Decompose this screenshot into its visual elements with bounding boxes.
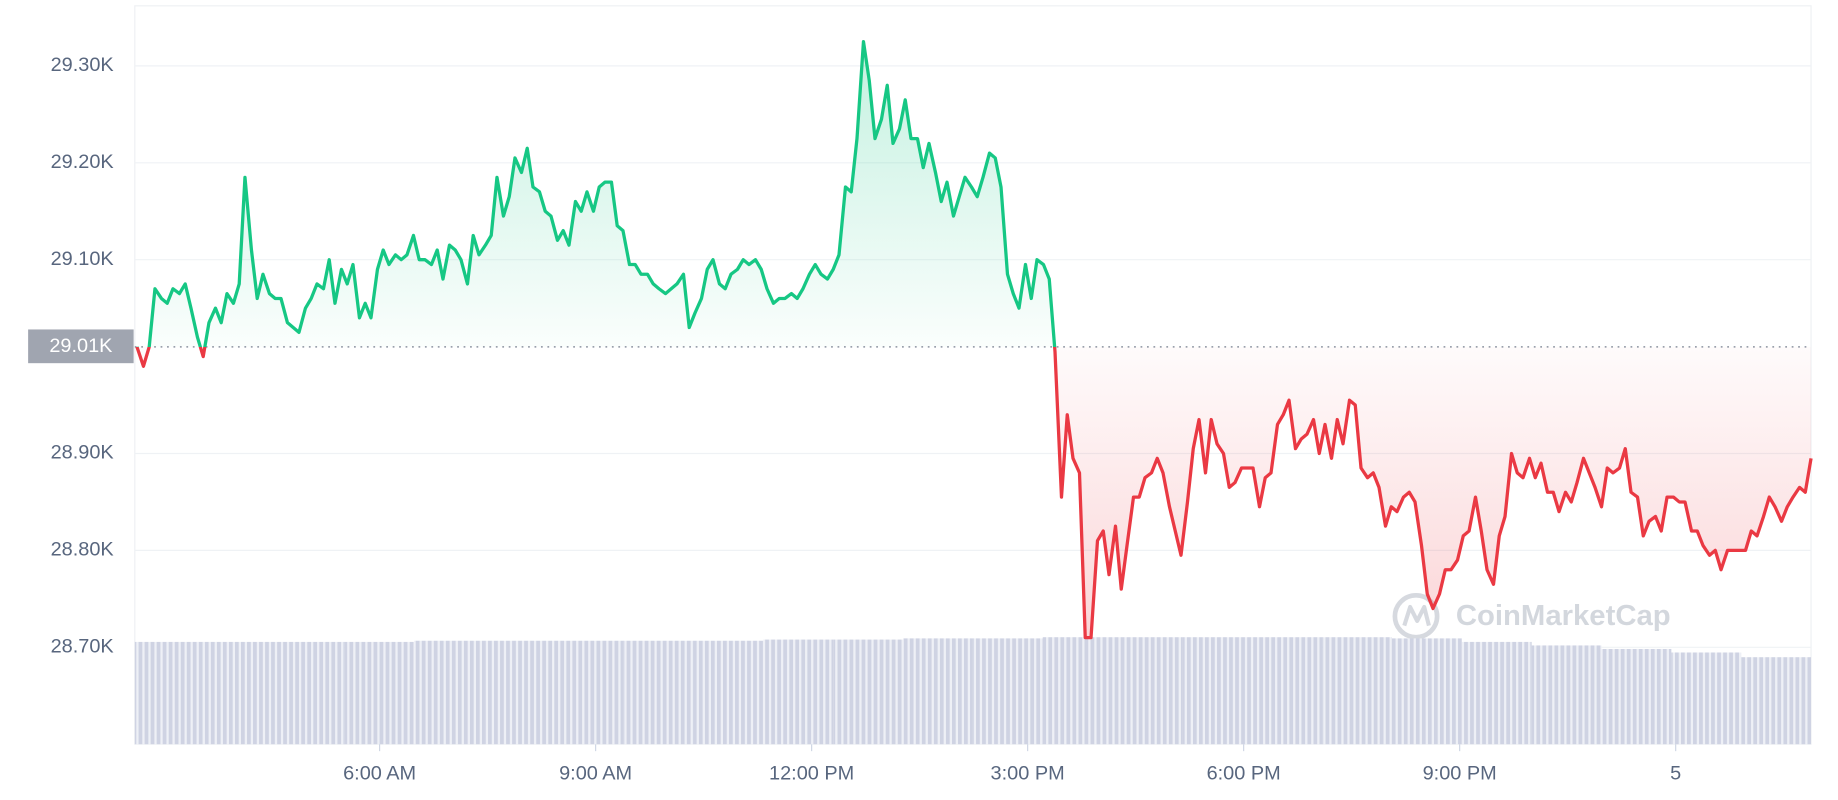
x-tick-label: 9:00 PM <box>1423 763 1497 785</box>
x-tick-label: 12:00 PM <box>769 763 854 785</box>
y-tick-label: 29.20K <box>51 151 114 173</box>
volume-bar <box>903 638 973 745</box>
y-tick-label: 29.30K <box>51 54 114 76</box>
volume-bar <box>1461 641 1532 745</box>
volume-bar <box>204 641 275 745</box>
x-tick-label: 6:00 PM <box>1207 763 1281 785</box>
volume-bar <box>693 640 764 745</box>
volume-bar <box>1322 637 1392 745</box>
volume-bar <box>1601 648 1672 745</box>
watermark-text: CoinMarketCap <box>1456 600 1671 632</box>
x-tick-label: 6:00 AM <box>343 763 416 785</box>
price-area <box>136 41 1812 638</box>
volume-bar <box>134 641 205 745</box>
x-tick-label: 3:00 PM <box>991 763 1065 785</box>
volume-bar <box>1391 638 1462 745</box>
y-tick-label: 28.90K <box>51 442 114 464</box>
volume-bar <box>1182 637 1253 745</box>
volume-bar <box>972 638 1043 745</box>
volume-bar <box>274 641 345 745</box>
baseline-label-box <box>28 329 134 364</box>
volume-bar <box>1252 637 1323 745</box>
baseline-label: 29.01K <box>49 335 112 357</box>
volume-bar <box>833 639 904 745</box>
volume-bar <box>623 640 694 745</box>
volume-bar <box>1531 645 1602 745</box>
y-tick-label: 28.70K <box>51 636 114 658</box>
volume-bar <box>1112 637 1183 745</box>
x-tick-label: 5 <box>1670 763 1681 785</box>
volume-bar <box>1042 637 1113 745</box>
volume-bar <box>763 639 834 745</box>
volume-bar <box>414 640 485 745</box>
volume-bar <box>484 640 554 745</box>
volume-bar <box>1671 652 1742 745</box>
price-line <box>135 40 1813 640</box>
volume-bar <box>1741 657 1812 745</box>
volume-bar <box>553 640 624 745</box>
y-tick-label: 28.80K <box>51 539 114 561</box>
y-tick-label: 29.10K <box>51 248 114 270</box>
volume-bar <box>344 641 415 745</box>
x-tick-label: 9:00 AM <box>559 763 632 785</box>
